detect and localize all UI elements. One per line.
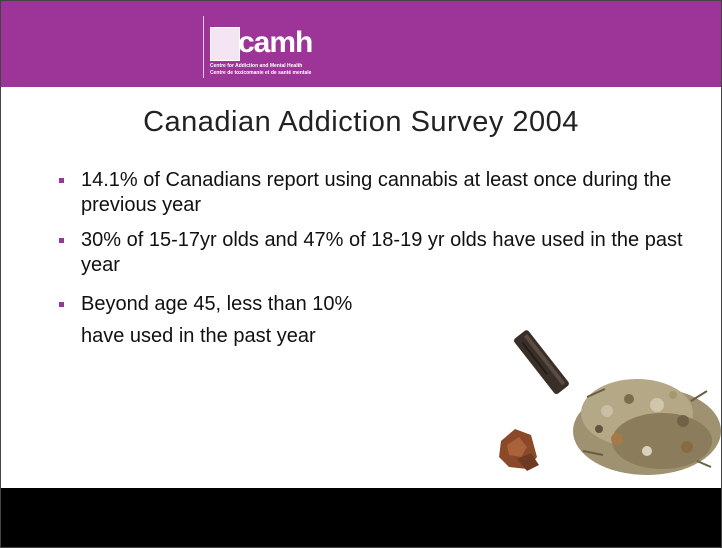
bullet-text: 14.1% of Canadians report using cannabis… [81,169,672,216]
logo-subtitle-en: Centre for Addiction and Mental Health [210,63,303,69]
logo-subtitle-fr: Centre de toxicomanie et de santé mental… [210,70,312,76]
bullet-item: 14.1% of Canadians report using cannabis… [59,168,687,218]
header-banner: camh Centre for Addiction and Mental Hea… [1,1,721,87]
bullet-text: 30% of 15-17yr olds and 47% of 18-19 yr … [81,229,683,276]
slide-title: Canadian Addiction Survey 2004 [143,106,579,138]
logo-mark-icon [210,27,240,61]
bullet-marker-icon [59,238,64,243]
bullet-item: 30% of 15-17yr olds and 47% of 18-19 yr … [59,228,687,278]
bullet-text-line-1: Beyond age 45, less than 10% [81,293,353,315]
cannabis-photo-icon [499,330,721,475]
logo-divider [203,16,204,78]
logo-wordmark: camh [238,26,313,59]
bullet-text-line-2: have used in the past year [81,325,316,347]
footer-bar [1,488,721,547]
camh-logo: camh Centre for Addiction and Mental Hea… [200,12,340,82]
bullet-item: Beyond age 45, less than 10% have used i… [59,288,687,352]
bullet-marker-icon [59,302,64,307]
bullet-marker-icon [59,178,64,183]
bullet-list: 14.1% of Canadians report using cannabis… [59,168,687,352]
